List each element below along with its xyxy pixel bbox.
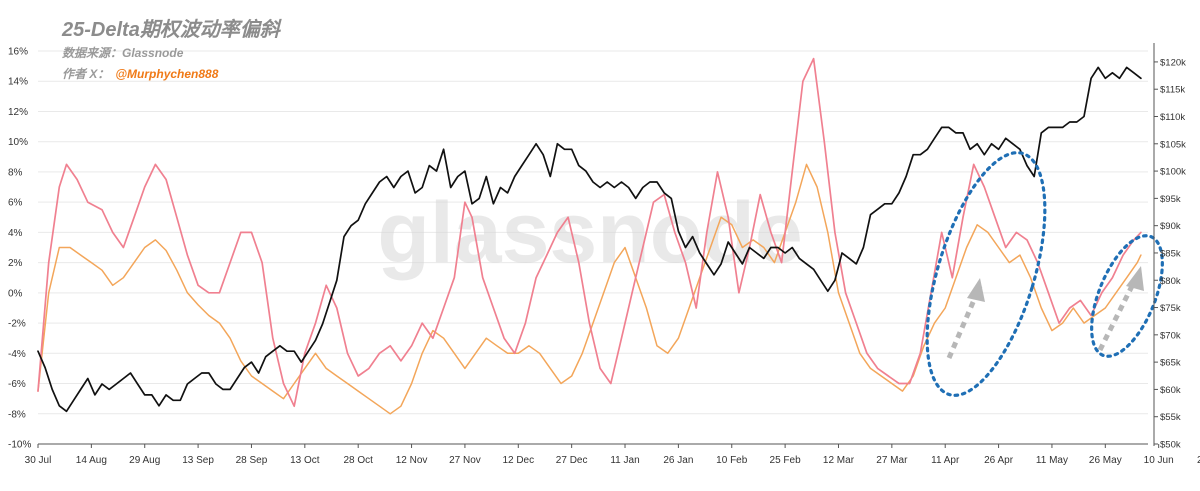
y-right-tick-label: $75k [1160,303,1181,314]
y-right-tick-label: $90k [1160,221,1181,232]
btc-price-line [37,66,1142,413]
y-left-tick-label: 14% [8,77,28,88]
x-tick-label: 28 Oct [343,455,373,466]
trend-arrow-june-shaft [946,285,983,359]
x-tick-label: 25 Jun [1197,455,1200,466]
y-right-tick-label: $95k [1160,194,1181,205]
x-tick-label: 27 Dec [556,455,588,466]
y-left-tick-label: -6% [8,379,26,390]
x-tick-label: 28 Sep [236,455,268,466]
grid-layer [38,50,1148,445]
y-right-tick-label: $110k [1160,112,1185,123]
source-value: Glassnode [122,46,184,60]
y-left-tick-label: -10% [8,440,31,451]
glassnode-watermark: glassnode [377,185,802,281]
y-right-tick-label: $50k [1160,440,1181,451]
skew-pink-line [37,57,1142,408]
x-tick-label: 12 Nov [396,455,428,466]
y-right-tick-label: $85k [1160,248,1181,259]
x-tick-label: 26 May [1089,455,1122,466]
chart-title: 25-Delta期权波动率偏斜 [61,18,282,41]
annotation-layer [925,151,1164,397]
x-tick-label: 13 Oct [290,455,320,466]
x-tick-label: 10 Jun [1144,455,1174,466]
x-tick-label: 10 Feb [716,455,748,466]
y-left-tick-label: -2% [8,319,26,330]
y-right-tick-label: $105k [1160,139,1186,150]
x-tick-label: 25 Feb [770,455,802,466]
y-right-tick-label: $65k [1160,358,1181,369]
x-tick-label: 30 Jul [25,455,52,466]
source-prefix: 数据来源： [62,46,122,60]
header: 25-Delta期权波动率偏斜 数据来源：Glassnode 作者 X： @Mur… [61,18,282,81]
y-left-tick-label: 16% [8,47,28,58]
y-right-tick-label: $60k [1160,385,1181,396]
x-tick-label: 11 May [1036,455,1068,466]
x-tick-label: 12 Dec [502,455,534,466]
x-tick-label: 29 Aug [129,455,160,466]
x-tick-label: 27 Nov [449,455,481,466]
highlight-ellipse-june [925,151,1047,397]
trend-arrow-june-head [967,278,985,302]
author-handle[interactable]: @Murphychen888 [115,67,218,81]
x-tick-label: 12 Mar [823,455,855,466]
y-left-tick-label: 12% [8,107,28,118]
x-tick-label: 11 Apr [931,455,960,466]
y-right-tick-label: $100k [1160,167,1186,178]
y-right-tick-label: $55k [1160,412,1181,423]
author-prefix: 作者 X： [62,67,109,81]
axis-layer: -10% -8% -6% -4% -2% 0% 2% 4% 6% 8% 10% 12% 14% 16% $5… [8,43,1200,466]
y-left-tick-label: -4% [8,349,26,360]
source-label: 数据来源：Glassnode [62,46,184,60]
y-left-tick-label: -8% [8,409,26,420]
x-tick-label: 13 Sep [182,455,214,466]
y-left-tick-label: 6% [8,198,23,209]
series-layer [37,57,1142,415]
x-tick-label: 11 Jan [610,455,639,466]
y-left-tick-label: 2% [8,258,23,269]
skew-orange-line [37,163,1142,415]
highlight-ellipse-july [1090,234,1164,358]
y-left-tick-label: 0% [8,288,23,299]
x-tick-label: 14 Aug [76,455,107,466]
y-left-tick-label: 8% [8,167,23,178]
y-right-tick-label: $80k [1160,276,1181,287]
y-left-tick-label: 4% [8,228,23,239]
y-right-tick-label: $120k [1160,57,1186,68]
y-right-tick-label: $70k [1160,330,1181,341]
x-tick-label: 26 Jan [663,455,693,466]
y-right-tick-label: $115k [1160,85,1185,96]
x-tick-label: 26 Apr [984,455,1014,466]
x-tick-label: 27 Mar [876,455,908,466]
y-left-tick-label: 10% [8,137,28,148]
author-line: 作者 X： @Murphychen888 [62,67,219,81]
trend-arrow-july-head [1126,266,1144,291]
